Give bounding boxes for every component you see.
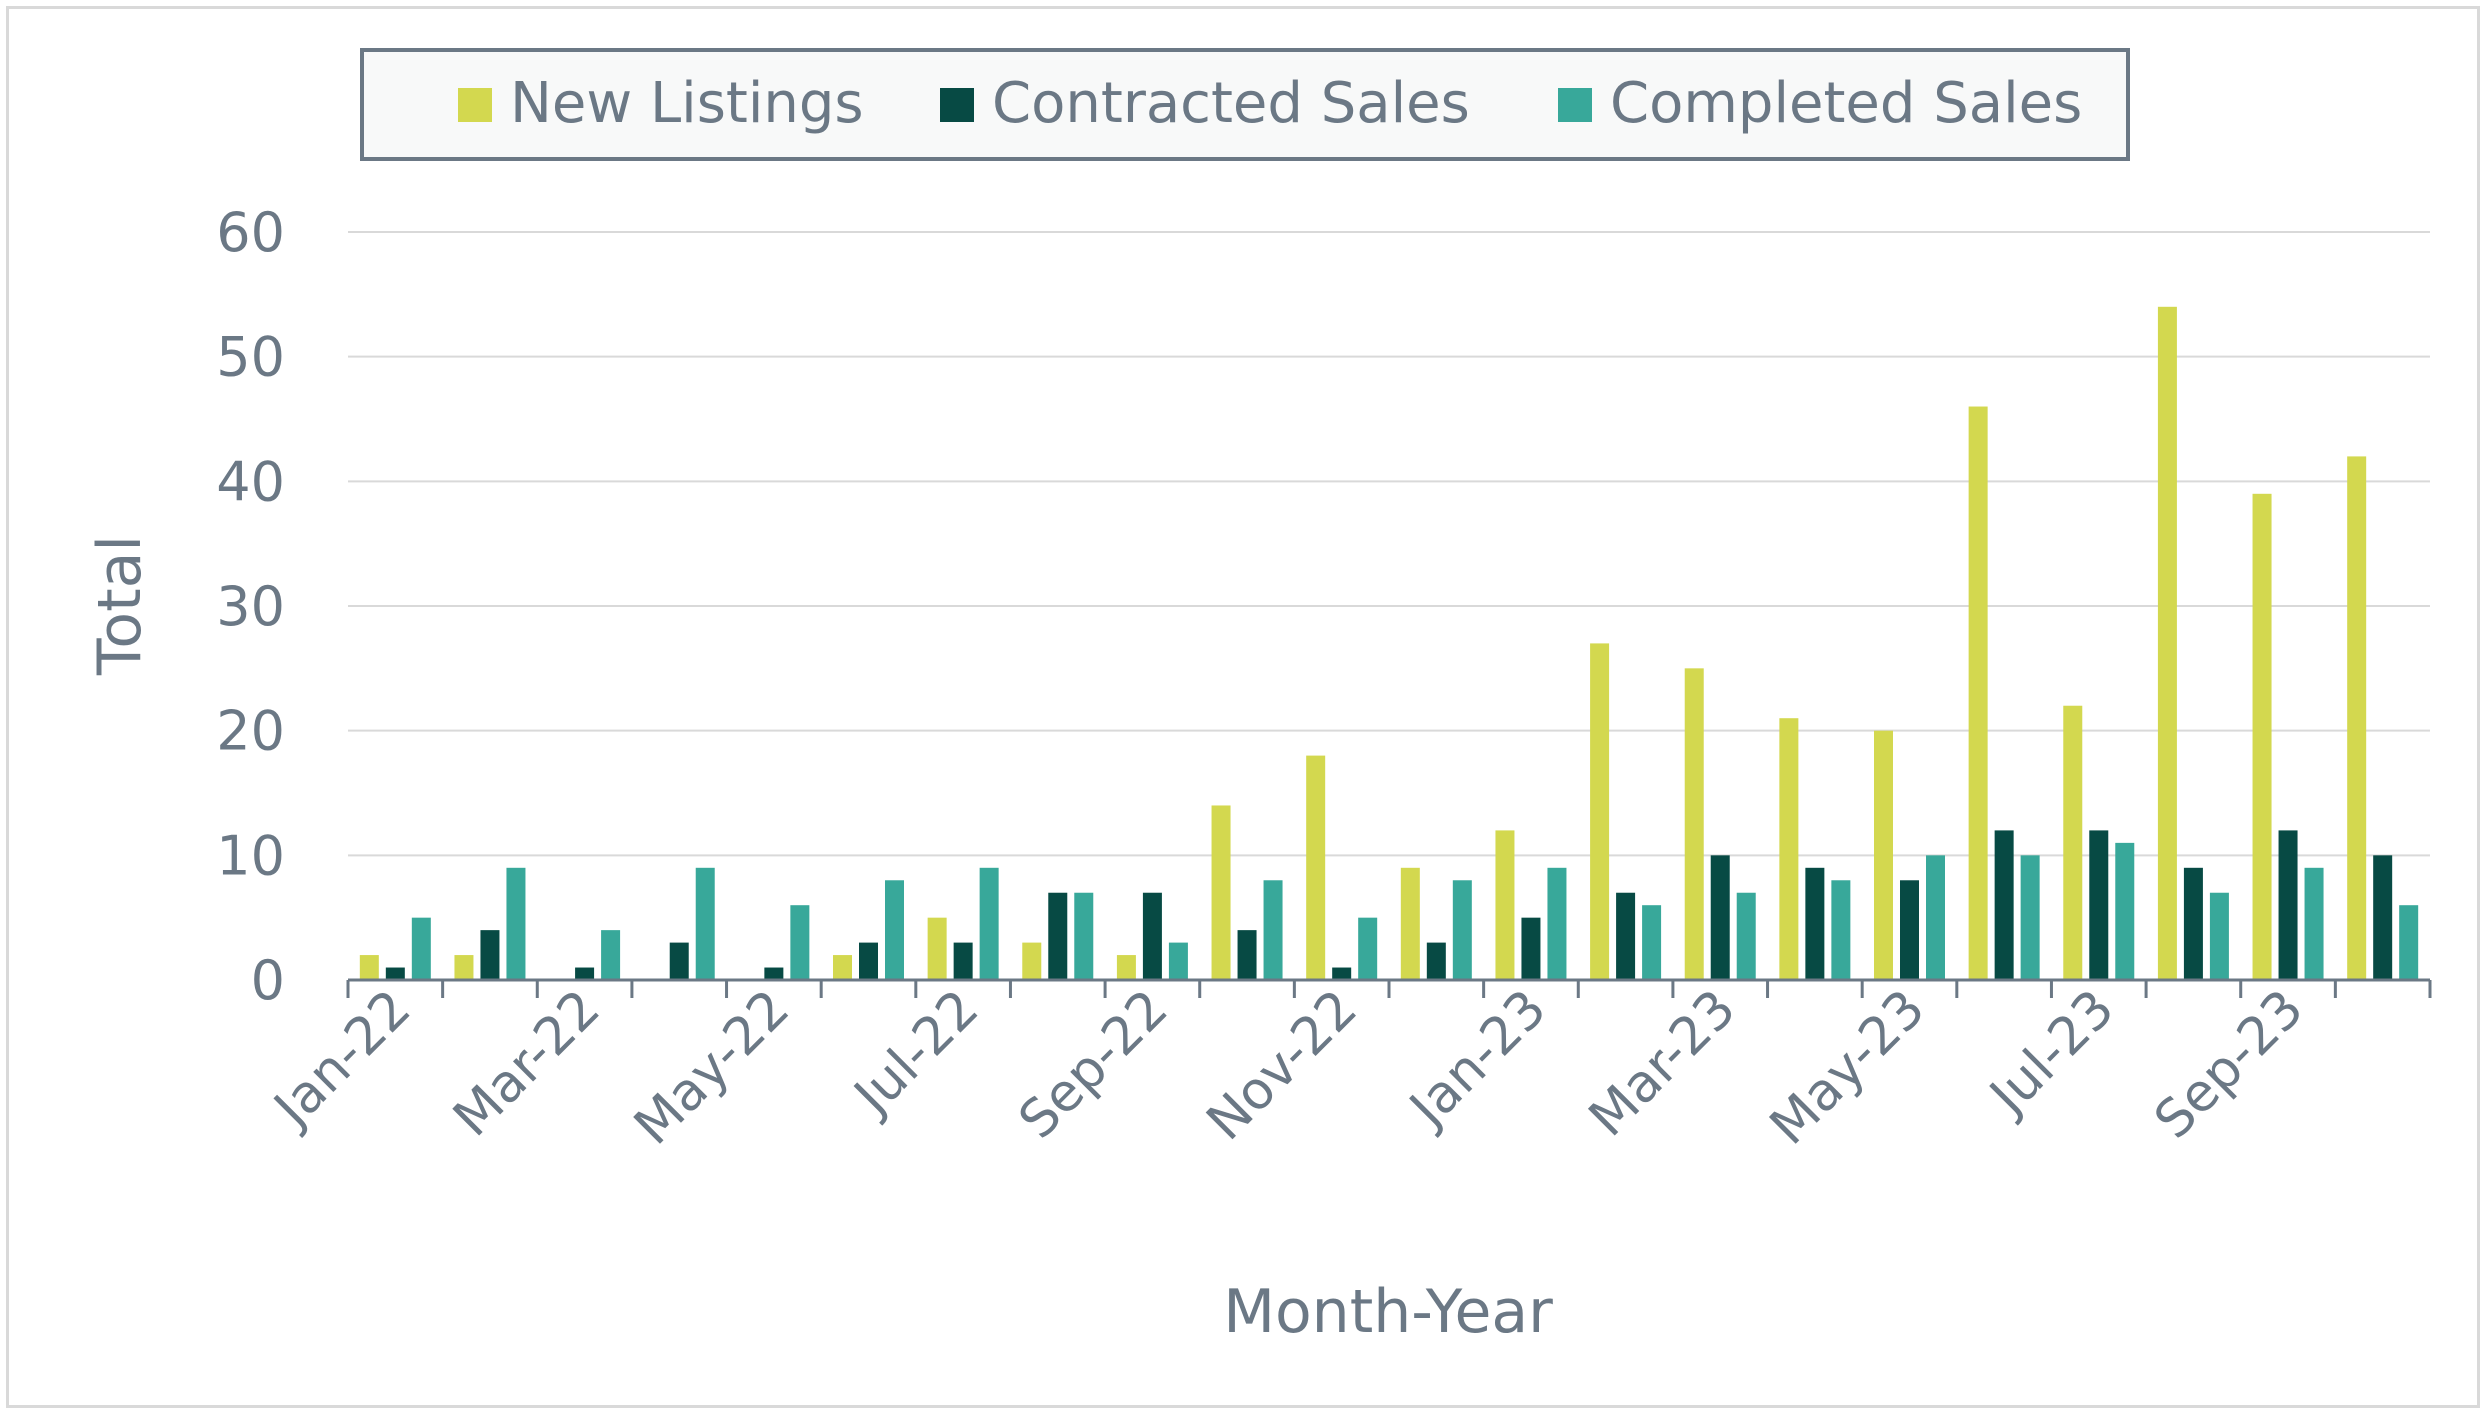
bar-contracted-sales bbox=[1332, 967, 1352, 980]
y-tick-label: 20 bbox=[216, 700, 285, 763]
bar-completed-sales bbox=[1831, 880, 1851, 980]
bar-contracted-sales bbox=[1994, 830, 2014, 980]
bar-contracted-sales bbox=[1142, 892, 1162, 980]
bar-new-listings bbox=[1779, 718, 1799, 980]
bar-new-listings bbox=[1022, 942, 1042, 980]
legend-label-new-listings: New Listings bbox=[510, 71, 864, 136]
bar-completed-sales bbox=[1263, 880, 1283, 980]
gridlines bbox=[348, 231, 2430, 857]
axes bbox=[346, 978, 2432, 998]
x-tick-label: Sep-23 bbox=[2143, 979, 2315, 1151]
bar-contracted-sales bbox=[764, 967, 784, 980]
bar-contracted-sales bbox=[1048, 892, 1068, 980]
bar-contracted-sales bbox=[2278, 830, 2298, 980]
bar-completed-sales bbox=[1642, 905, 1662, 980]
bar-new-listings bbox=[1590, 643, 1610, 980]
bar-contracted-sales bbox=[1237, 930, 1257, 980]
bar-completed-sales bbox=[1452, 880, 1472, 980]
y-tick-label: 0 bbox=[251, 949, 285, 1012]
bar-completed-sales bbox=[1074, 892, 1094, 980]
bars bbox=[359, 306, 2419, 980]
bar-completed-sales bbox=[2304, 867, 2324, 980]
y-tick-label: 50 bbox=[216, 326, 285, 389]
bar-new-listings bbox=[1306, 755, 1326, 980]
bar-contracted-sales bbox=[1900, 880, 1919, 980]
legend-label-completed-sales: Completed Sales bbox=[1610, 71, 2082, 136]
x-tick-label: Mar-22 bbox=[442, 979, 612, 1149]
bar-completed-sales bbox=[790, 905, 810, 980]
bar-contracted-sales bbox=[953, 942, 973, 980]
bar-contracted-sales bbox=[1521, 917, 1541, 980]
bar-contracted-sales bbox=[2183, 867, 2203, 980]
bar-contracted-sales bbox=[1426, 942, 1446, 980]
legend-swatch-completed-sales bbox=[1558, 88, 1592, 122]
legend-swatch-new-listings bbox=[458, 88, 492, 122]
bar-completed-sales bbox=[2209, 892, 2229, 980]
bar-new-listings bbox=[1874, 730, 1893, 980]
bar-new-listings bbox=[2347, 456, 2367, 980]
legend-box bbox=[360, 48, 2130, 161]
x-tick-label: Jul-23 bbox=[1977, 979, 2126, 1128]
x-tick-labels: Jan-22 Mar-22 May-22 Jul-22 Sep-22 Nov-22 Jan-… bbox=[261, 979, 2315, 1157]
bar-completed-sales bbox=[2115, 842, 2135, 980]
y-tick-label: 60 bbox=[216, 201, 285, 264]
x-tick-label: Nov-22 bbox=[1196, 979, 1369, 1152]
bar-completed-sales bbox=[1358, 917, 1378, 980]
bar-new-listings bbox=[1116, 955, 1136, 980]
bar-completed-sales bbox=[2020, 855, 2040, 980]
x-tick-label: Jul-22 bbox=[841, 979, 990, 1128]
x-tick-label: Sep-22 bbox=[1008, 979, 1180, 1151]
bar-completed-sales bbox=[885, 880, 904, 980]
bar-new-listings bbox=[2157, 306, 2177, 980]
bar-completed-sales bbox=[411, 917, 431, 980]
bar-contracted-sales bbox=[2089, 830, 2109, 980]
bar-contracted-sales bbox=[385, 967, 405, 980]
legend: New Listings Contracted Sales Completed … bbox=[360, 48, 2130, 161]
bar-new-listings bbox=[927, 917, 947, 980]
bar-completed-sales bbox=[1547, 867, 1567, 980]
bar-completed-sales bbox=[979, 867, 999, 980]
bar-new-listings bbox=[2252, 493, 2272, 980]
x-tick-label: May-22 bbox=[623, 979, 801, 1157]
bar-new-listings bbox=[454, 955, 474, 980]
bar-completed-sales bbox=[506, 867, 526, 980]
x-tick-label: Mar-23 bbox=[1578, 979, 1748, 1149]
bar-new-listings bbox=[1495, 830, 1515, 980]
bar-completed-sales bbox=[695, 867, 715, 980]
x-axis-title: Month-Year bbox=[1223, 1277, 1553, 1347]
y-tick-label: 30 bbox=[216, 575, 285, 638]
bar-new-listings bbox=[1684, 668, 1704, 980]
legend-swatch-contracted-sales bbox=[940, 88, 974, 122]
bar-contracted-sales bbox=[480, 930, 500, 980]
bar-contracted-sales bbox=[1616, 892, 1636, 980]
y-tick-labels: 0 10 20 30 40 50 60 bbox=[216, 201, 285, 1012]
x-tick-label: Jan-22 bbox=[261, 979, 422, 1140]
x-tick-label: May-23 bbox=[1759, 979, 1937, 1157]
bar-new-listings bbox=[2063, 705, 2083, 980]
bar-completed-sales bbox=[1736, 892, 1756, 980]
legend-label-contracted-sales: Contracted Sales bbox=[992, 71, 1470, 136]
bar-contracted-sales bbox=[1805, 867, 1825, 980]
bar-completed-sales bbox=[1926, 855, 1945, 980]
bar-completed-sales bbox=[1168, 942, 1188, 980]
bar-completed-sales bbox=[601, 930, 621, 980]
bar-new-listings bbox=[1211, 805, 1231, 980]
bar-new-listings bbox=[833, 955, 852, 980]
y-tick-label: 10 bbox=[216, 824, 285, 887]
y-axis-title: Total bbox=[85, 535, 155, 676]
bar-contracted-sales bbox=[1710, 855, 1730, 980]
bar-new-listings bbox=[1968, 406, 1988, 980]
bar-new-listings bbox=[1400, 867, 1420, 980]
bar-contracted-sales bbox=[575, 967, 595, 980]
bar-contracted-sales bbox=[2373, 855, 2393, 980]
bar-contracted-sales bbox=[669, 942, 689, 980]
x-tick-label: Jan-23 bbox=[1397, 979, 1558, 1140]
bar-completed-sales bbox=[2399, 905, 2419, 980]
y-tick-label: 40 bbox=[216, 450, 285, 513]
bar-new-listings bbox=[359, 955, 379, 980]
bar-contracted-sales bbox=[859, 942, 878, 980]
